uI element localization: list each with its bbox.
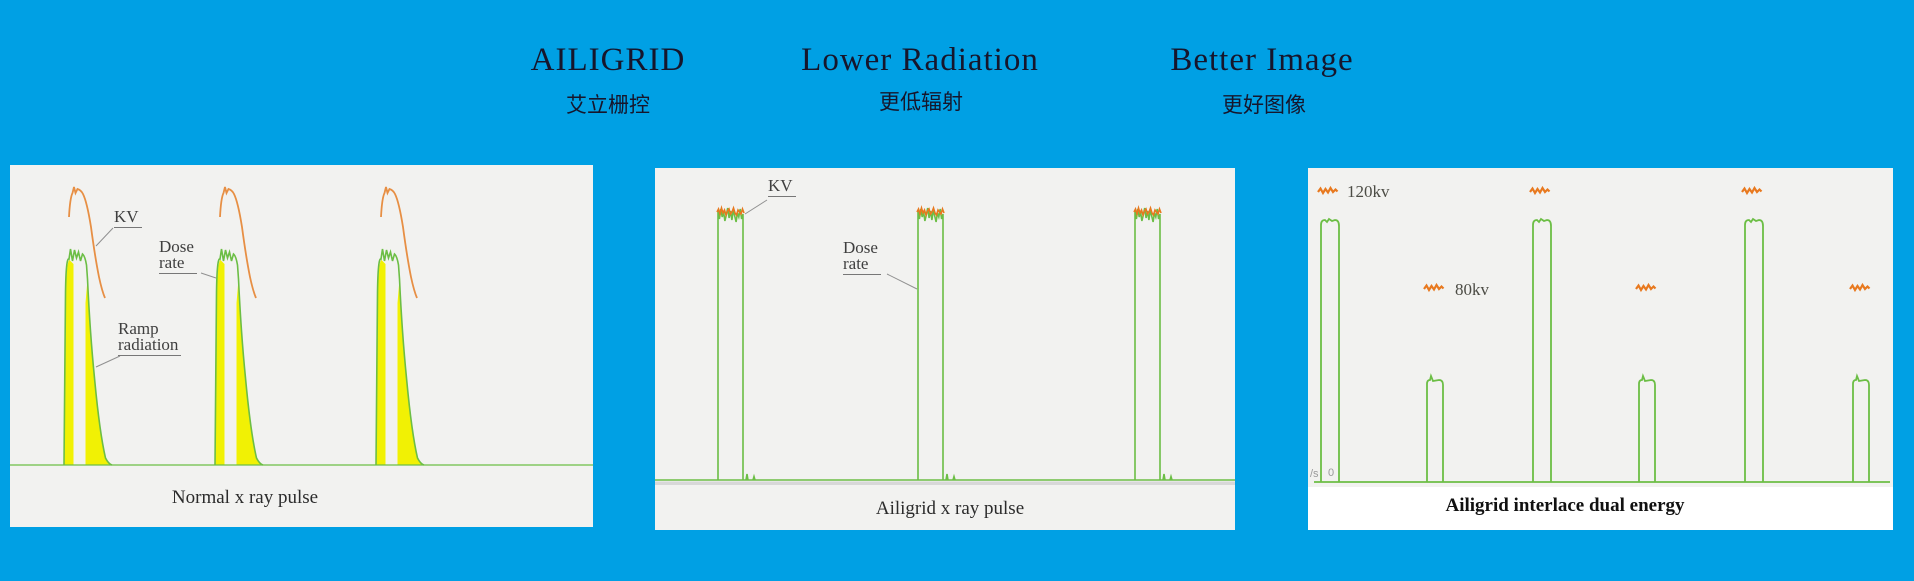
short-pulse-80kv <box>1852 373 1870 482</box>
short-pulse-80kv <box>1426 373 1444 482</box>
brand-title: AILIGRID <box>530 42 686 78</box>
leader-line <box>95 227 114 247</box>
label-80kv: 80kv <box>1455 280 1489 299</box>
axis-unit-fragment: /s <box>1310 468 1319 480</box>
panel-caption-dual: Ailigrid interlace dual energy <box>1445 495 1685 516</box>
brand-title-zh: 艾立栅控 <box>566 93 650 117</box>
ramp-radiation-lead-area <box>215 260 225 465</box>
leader-line <box>886 273 918 290</box>
dose-rate-pulse <box>1134 207 1173 481</box>
kv-noise-line <box>716 204 745 218</box>
ramp-radiation-trail-area <box>397 279 422 465</box>
ailigrid-xray-waveform <box>655 199 1235 485</box>
kv-curve <box>68 186 106 299</box>
leader-line <box>744 199 768 215</box>
tagline-lower-radiation-zh: 更低辐射 <box>879 90 963 114</box>
panel-caption-normal: Normal x ray pulse <box>171 487 319 508</box>
tagline-lower-radiation: Lower Radiation <box>801 42 1039 78</box>
axis-zero: 0 <box>1328 467 1335 479</box>
dose-rate-pulse <box>717 207 756 481</box>
short-pulse-80kv <box>1638 373 1656 482</box>
leader-line <box>95 355 121 368</box>
leader-line <box>200 272 217 279</box>
tall-pulse-120kv <box>1744 217 1764 482</box>
panel-ailigrid-xray: KV Dose rate Ailigrid x ray pulse <box>655 168 1235 530</box>
kv-level-mark <box>1635 282 1657 293</box>
kv-curve <box>380 186 418 299</box>
ramp-radiation-lead-area <box>64 260 74 465</box>
tagline-better-image: Better Image <box>1170 42 1354 78</box>
ramp-radiation-trail-area <box>85 279 110 465</box>
dose-rate-curve <box>214 248 264 466</box>
kv-level-mark <box>1317 185 1339 196</box>
kv-level-mark <box>1741 185 1763 196</box>
dose-rate-label: Dose rate <box>843 239 881 275</box>
ramp-radiation-trail-area <box>236 279 261 465</box>
tall-pulse-120kv <box>1532 217 1552 482</box>
ramp-radiation-lead-area <box>376 260 386 465</box>
caption-strip <box>1308 487 1893 530</box>
dual-energy-waveform <box>1314 185 1890 483</box>
ramp-radiation-label: Ramp radiation <box>118 320 182 356</box>
tagline-better-image-zh: 更好图像 <box>1222 93 1306 117</box>
kv-level-mark <box>1423 282 1445 293</box>
kv-curve <box>219 186 257 299</box>
dose-rate-pulse <box>917 207 956 481</box>
panel-normal-xray: KV Dose rate Ramp radiation Normal x ray… <box>10 165 593 527</box>
kv-noise-line <box>916 204 945 218</box>
dose-rate-curve <box>375 248 425 466</box>
kv-level-mark <box>1849 282 1871 293</box>
dose-rate-label: Dose rate <box>159 238 197 274</box>
baseline-shadow <box>655 481 1235 485</box>
panel-caption-ailigrid: Ailigrid x ray pulse <box>875 498 1025 519</box>
normal-xray-waveform <box>10 186 593 466</box>
kv-noise-line <box>1133 204 1162 218</box>
kv-label: KV <box>114 208 142 228</box>
tall-pulse-120kv <box>1320 217 1340 482</box>
kv-label: KV <box>768 177 796 197</box>
panel-dual-energy: 120kv 80kv /s 0 Ailigrid interlace dual … <box>1308 168 1893 530</box>
label-120kv: 120kv <box>1347 182 1390 201</box>
kv-level-mark <box>1529 185 1551 196</box>
dose-rate-curve <box>63 248 113 466</box>
